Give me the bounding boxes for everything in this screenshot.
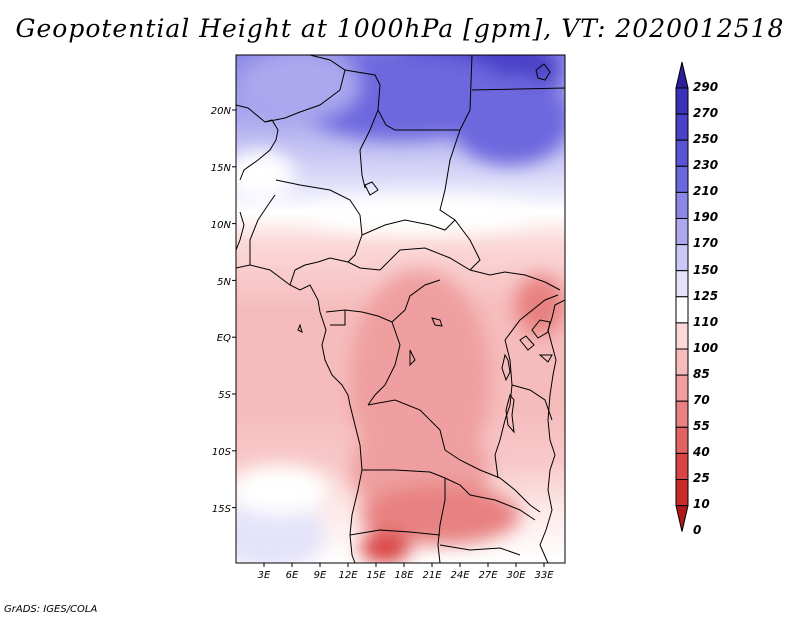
colorbar-top-arrow — [675, 61, 689, 89]
colorbar-segment — [675, 452, 689, 480]
colorbar-label: 55 — [693, 419, 710, 433]
lon-label-18e: 18E — [394, 570, 414, 581]
colorbar-segment — [675, 296, 689, 324]
colorbar-label: 125 — [693, 289, 718, 303]
colorbar-segment — [675, 479, 689, 507]
colorbar-label: 150 — [693, 263, 718, 277]
latitude-ticks — [232, 109, 236, 509]
colorbar-segment — [675, 113, 689, 141]
colorbar-label: 85 — [693, 367, 710, 381]
lon-label-21e: 21E — [422, 570, 442, 581]
colorbar-segment — [675, 374, 689, 402]
lat-label-5n: 5N — [217, 277, 231, 288]
lat-label-15s: 15S — [212, 504, 232, 515]
colorbar-segment — [675, 244, 689, 272]
lon-label-12e: 12E — [338, 570, 358, 581]
colorbar-label: 210 — [693, 184, 718, 198]
colorbar-segment — [675, 165, 689, 193]
lon-label-9e: 9E — [314, 570, 327, 581]
lat-label-5s: 5S — [218, 390, 231, 401]
colorbar-segment — [675, 322, 689, 350]
shaded-field — [236, 55, 565, 563]
lat-label-20n: 20N — [211, 106, 232, 117]
colorbar-segment — [675, 270, 689, 298]
colorbar-label: 100 — [693, 341, 718, 355]
colorbar-label: 40 — [692, 445, 710, 459]
country-borders — [236, 55, 565, 563]
colorbar-segment — [675, 348, 689, 376]
lat-label-10n: 10N — [211, 220, 232, 231]
lon-label-24e: 24E — [450, 570, 470, 581]
lon-label-30e: 30E — [506, 570, 526, 581]
colorbar-label: 290 — [693, 80, 718, 94]
colorbar-label: 10 — [693, 497, 710, 511]
map-frame — [235, 54, 566, 564]
lon-label-6e: 6E — [286, 570, 299, 581]
lat-label-15n: 15N — [211, 163, 232, 174]
colorbar-label: 230 — [693, 158, 718, 172]
colorbar-segment — [675, 139, 689, 167]
colorbar-segment — [675, 87, 689, 115]
colorbar-label: 250 — [693, 132, 718, 146]
longitude-ticks — [263, 563, 545, 567]
lon-label-33e: 33E — [534, 570, 554, 581]
lon-label-15e: 15E — [366, 570, 386, 581]
latitude-axis: 20N 15N 10N 5N EQ 5S 10S 15S — [211, 106, 232, 515]
longitude-axis: 3E 6E 9E 12E 15E 18E 21E 24E 27E 30E 33E — [258, 570, 555, 581]
colorbar — [675, 61, 689, 532]
colorbar-label: 25 — [693, 471, 710, 485]
colorbar-segment — [675, 218, 689, 246]
lat-label-eq: EQ — [217, 333, 231, 344]
lon-label-27e: 27E — [478, 570, 498, 581]
colorbar-label: 0 — [693, 523, 701, 537]
colorbar-label: 270 — [693, 106, 718, 120]
colorbar-label: 110 — [693, 315, 718, 329]
colorbar-segment — [675, 426, 689, 454]
grads-credit: GrADS: IGES/COLA — [4, 604, 98, 615]
colorbar-segment — [675, 400, 689, 428]
map-title: Geopotential Height at 1000hPa [gpm], VT… — [15, 14, 785, 43]
colorbar-labels: 290 270 250 230 210 190 170 150 125 110 … — [692, 80, 718, 537]
colorbar-bottom-arrow — [675, 505, 689, 532]
colorbar-label: 70 — [693, 393, 710, 407]
colorbar-label: 190 — [693, 210, 718, 224]
colorbar-label: 170 — [693, 236, 718, 250]
lon-label-3e: 3E — [258, 570, 271, 581]
colorbar-segment — [675, 191, 689, 219]
lat-label-10s: 10S — [212, 447, 232, 458]
